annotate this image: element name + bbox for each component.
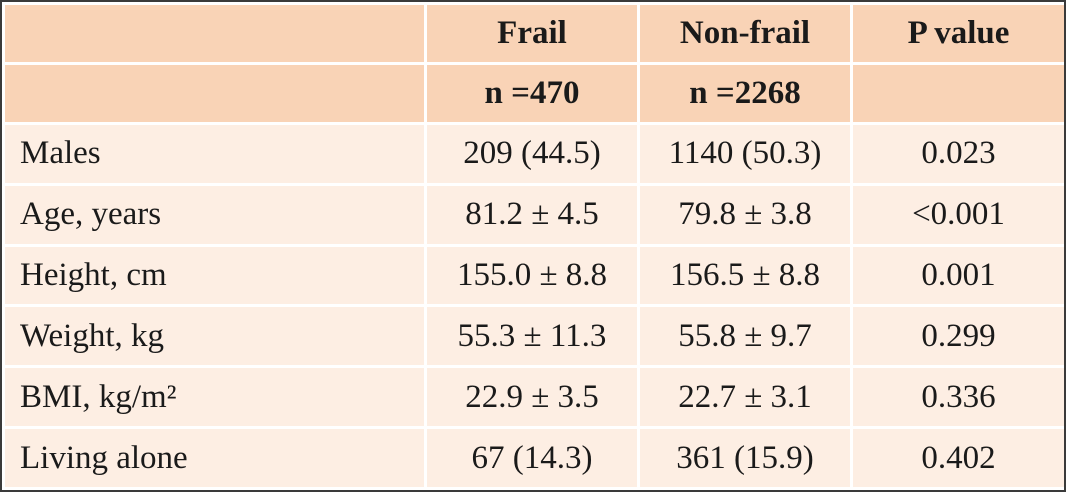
subheader-p-blank xyxy=(853,65,1064,122)
row-label: Males xyxy=(5,125,424,183)
cell-frail: 209 (44.5) xyxy=(427,125,637,183)
cell-frail: 81.2 ± 4.5 xyxy=(427,185,637,244)
cell-frail: 67 (14.3) xyxy=(427,429,637,487)
cell-frail: 155.0 ± 8.8 xyxy=(427,246,637,305)
header-corner xyxy=(5,5,424,62)
subheader-frail-n: n =470 xyxy=(427,65,637,122)
table-row: Height, cm 155.0 ± 8.8 156.5 ± 8.8 0.001 xyxy=(5,246,1064,305)
table-row: Males 209 (44.5) 1140 (50.3) 0.023 xyxy=(5,125,1064,183)
row-label: Weight, kg xyxy=(5,307,424,366)
cell-nonfrail: 361 (15.9) xyxy=(640,429,850,487)
header-p-value: P value xyxy=(853,5,1064,62)
cell-p-value: 0.336 xyxy=(853,368,1064,427)
cell-nonfrail: 22.7 ± 3.1 xyxy=(640,368,850,427)
cell-p-value: 0.299 xyxy=(853,307,1064,366)
row-label: Height, cm xyxy=(5,246,424,305)
cell-nonfrail: 55.8 ± 9.7 xyxy=(640,307,850,366)
cell-nonfrail: 1140 (50.3) xyxy=(640,125,850,183)
cell-p-value: 0.023 xyxy=(853,125,1064,183)
cell-p-value: 0.001 xyxy=(853,246,1064,305)
row-label: Living alone xyxy=(5,429,424,487)
table-row: Living alone 67 (14.3) 361 (15.9) 0.402 xyxy=(5,429,1064,487)
table-row: Weight, kg 55.3 ± 11.3 55.8 ± 9.7 0.299 xyxy=(5,307,1064,366)
cell-p-value: <0.001 xyxy=(853,185,1064,244)
cell-p-value: 0.402 xyxy=(853,429,1064,487)
cell-frail: 55.3 ± 11.3 xyxy=(427,307,637,366)
row-label: Age, years xyxy=(5,185,424,244)
cell-nonfrail: 79.8 ± 3.8 xyxy=(640,185,850,244)
table-row: Age, years 81.2 ± 4.5 79.8 ± 3.8 <0.001 xyxy=(5,185,1064,244)
table-header: Frail Non-frail P value n =470 n =2268 xyxy=(5,5,1064,122)
table-row: BMI, kg/m² 22.9 ± 3.5 22.7 ± 3.1 0.336 xyxy=(5,368,1064,427)
subheader-nonfrail-n: n =2268 xyxy=(640,65,850,122)
header-nonfrail: Non-frail xyxy=(640,5,850,62)
subheader-row: n =470 n =2268 xyxy=(5,65,1064,122)
row-label: BMI, kg/m² xyxy=(5,368,424,427)
subheader-corner xyxy=(5,65,424,122)
header-frail: Frail xyxy=(427,5,637,62)
table-body: Males 209 (44.5) 1140 (50.3) 0.023 Age, … xyxy=(5,125,1064,487)
header-row: Frail Non-frail P value xyxy=(5,5,1064,62)
cell-nonfrail: 156.5 ± 8.8 xyxy=(640,246,850,305)
cell-frail: 22.9 ± 3.5 xyxy=(427,368,637,427)
